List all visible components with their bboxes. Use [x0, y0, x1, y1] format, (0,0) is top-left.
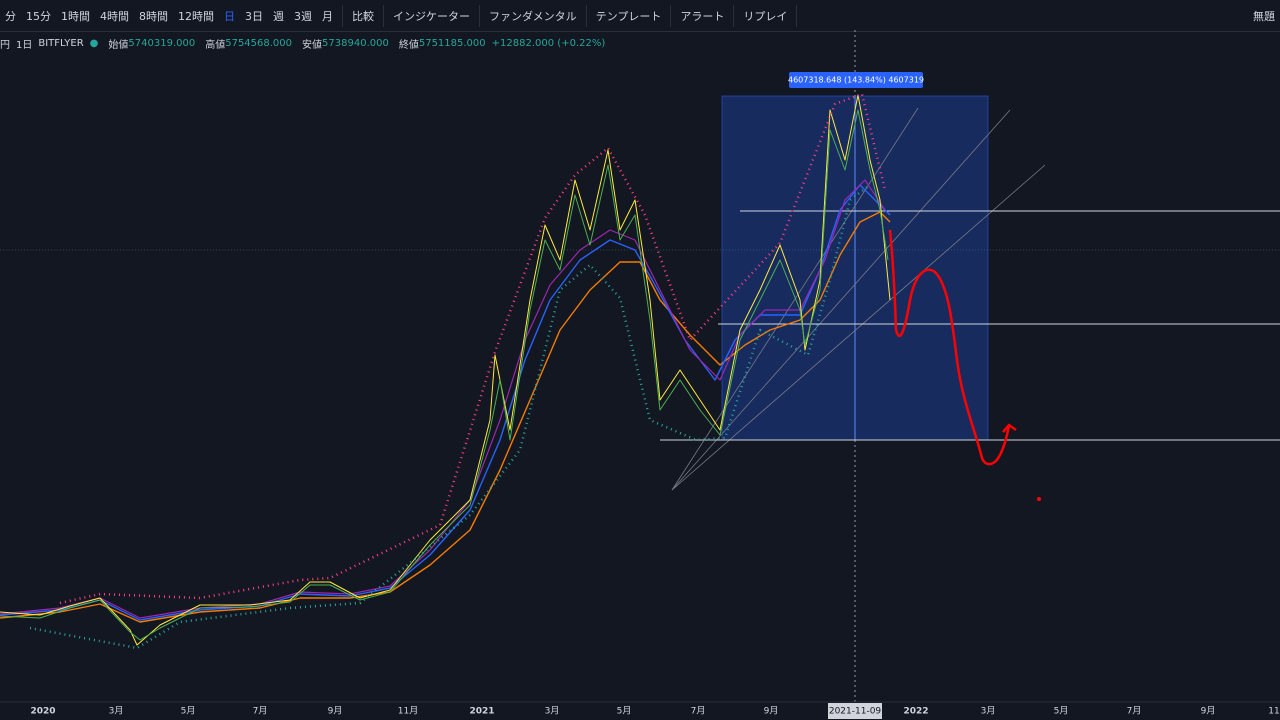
close-label: 終値 — [398, 40, 419, 51]
x-axis: 2020 3月 5月 7月 9月 11月 2021 3月 5月 7月 9月 2022 3月 5月 7月 9月 1… — [30, 706, 1279, 717]
interval-button[interactable]: 週 — [273, 9, 284, 23]
cursor-date: 2021-11-09 — [829, 707, 882, 717]
hand-dot — [1037, 497, 1041, 501]
separator — [670, 4, 672, 27]
interval-button[interactable]: 3日 — [245, 9, 263, 23]
layout-name[interactable]: 無題 — [1253, 9, 1275, 23]
measure-label: 4607318.648 (143.84%) 4607319 — [788, 76, 924, 85]
x-tick-label: 2021 — [469, 707, 494, 717]
tool-button[interactable]: ファンダメンタル — [489, 9, 577, 23]
separator — [342, 4, 343, 27]
interval-button[interactable]: 15分 — [26, 9, 51, 23]
tool-button[interactable]: 比較 — [352, 9, 374, 23]
x-tick-label: 3月 — [545, 706, 560, 717]
interval-button[interactable]: 1時間 — [61, 9, 90, 23]
x-tick-label: 5月 — [617, 706, 632, 717]
horizontal-lines — [660, 210, 1280, 441]
x-tick-label: 3月 — [981, 706, 996, 717]
status-dot: ● — [89, 38, 99, 49]
x-tick-label: 5月 — [1054, 706, 1069, 717]
interval: 1日 — [16, 40, 33, 51]
separator — [796, 4, 798, 27]
x-tick-label: 11 — [1268, 707, 1279, 717]
high-label: 高値 — [205, 40, 226, 51]
x-tick-label: 9月 — [764, 706, 779, 717]
open: 5740319.000 — [128, 38, 196, 49]
x-tick-label: 2022 — [903, 707, 928, 717]
low: 5738940.000 — [322, 38, 389, 49]
tool-button[interactable]: リプレイ — [743, 9, 788, 23]
tool-button[interactable]: アラート — [680, 9, 725, 23]
interval-button[interactable]: 4時間 — [100, 9, 129, 23]
exchange: BITFLYER — [38, 38, 84, 49]
interval-button[interactable]: 分 — [5, 9, 16, 23]
interval-button[interactable]: 3週 — [294, 9, 312, 23]
x-tick-label: 2020 — [30, 707, 55, 717]
hand-drawing — [888, 229, 1017, 466]
x-tick-label: 7月 — [1127, 706, 1142, 717]
price-series — [0, 92, 891, 650]
x-tick-label: 9月 — [1201, 706, 1216, 717]
separator — [479, 4, 480, 27]
separator — [383, 4, 384, 27]
separator — [585, 4, 587, 27]
x-tick-label: 3月 — [109, 706, 124, 717]
tool-button[interactable]: テンプレート — [595, 9, 662, 23]
x-tick-label: 7月 — [253, 706, 268, 717]
x-tick-label: 7月 — [691, 706, 706, 717]
legend: 円 1日 BITFLYER ● 始値 5740319.000 高値 5754568.… — [0, 36, 605, 51]
measure-label-bg — [789, 72, 923, 88]
low-label: 安値 — [302, 40, 323, 51]
x-tick-label: 5月 — [181, 706, 196, 717]
tool-button[interactable]: インジケーター — [393, 9, 470, 23]
change: +12882.000 (+0.22%) — [491, 38, 606, 49]
interval-button[interactable]: 月 — [322, 9, 333, 23]
x-tick-label: 11月 — [398, 706, 418, 717]
separator — [733, 4, 735, 27]
high: 5754568.000 — [225, 38, 293, 49]
currency: 円 — [0, 40, 10, 51]
open-label: 始値 — [108, 40, 129, 51]
toolbar: 分 15分 1時間 4時間 8時間 12時間日 3日週 3週月 比較 インジケーター ファンダメンタ… — [0, 0, 1280, 32]
interval-button[interactable]: 12時間 — [178, 9, 214, 23]
x-tick-label: 9月 — [328, 706, 343, 717]
interval-button[interactable]: 日 — [224, 9, 235, 23]
interval-button[interactable]: 8時間 — [139, 9, 168, 23]
close: 5751185.000 — [418, 38, 486, 49]
cursor-date-bg — [828, 703, 882, 719]
